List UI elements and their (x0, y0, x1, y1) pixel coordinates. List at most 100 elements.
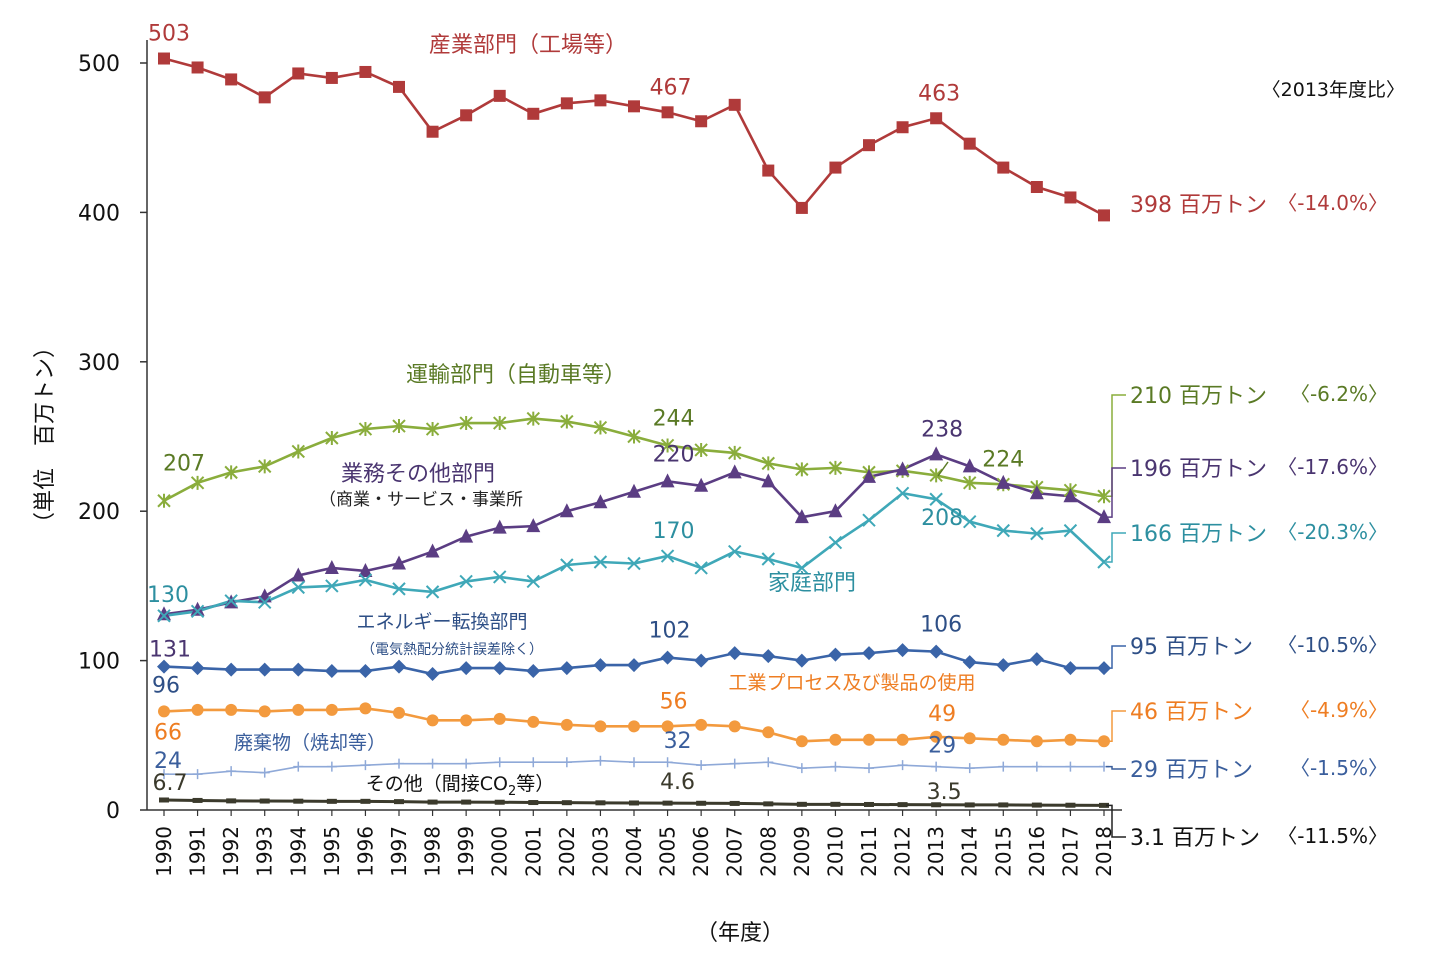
data-point (492, 661, 507, 676)
data-point (326, 761, 337, 772)
data-point (694, 653, 709, 668)
series-name-energy: エネルギー転換部門 (356, 611, 527, 633)
data-point (997, 161, 1010, 174)
data-point (729, 758, 740, 769)
data-point (192, 797, 203, 803)
x-tick-label: 1999 (454, 826, 478, 877)
x-tick-label: 2012 (891, 826, 915, 877)
data-point (862, 468, 876, 483)
data-point (157, 609, 171, 623)
data-point (1097, 509, 1111, 524)
data-point (1065, 761, 1076, 772)
data-point (930, 730, 943, 743)
leader-line-waste (1106, 765, 1126, 770)
data-point (157, 659, 171, 674)
x-tick-label: 2010 (823, 826, 847, 877)
data-point (392, 419, 406, 434)
data-point (1029, 652, 1044, 667)
y-tick-label: 100 (78, 650, 120, 675)
leader-line-energy (1106, 645, 1126, 669)
data-point (425, 667, 440, 682)
data-point (191, 61, 204, 74)
data-point (828, 535, 843, 550)
data-point (1099, 802, 1109, 808)
data-point (660, 473, 675, 488)
data-label: 96 (152, 674, 180, 699)
data-point (762, 164, 775, 177)
data-label: 220 (653, 442, 695, 467)
data-point (996, 474, 1011, 489)
x-tick-label: 1996 (353, 826, 377, 877)
leader-line-process (1106, 710, 1126, 743)
data-point (794, 653, 809, 668)
data-point (459, 416, 473, 431)
data-point (696, 760, 707, 771)
data-label: 66 (154, 720, 182, 745)
data-point (425, 422, 440, 437)
data-point (1030, 735, 1043, 748)
data-label: 24 (154, 749, 182, 774)
data-point (863, 733, 875, 746)
data-point (661, 720, 674, 733)
data-label: 238 (921, 417, 963, 442)
series-subname-commercial: （商業・サービス・事業所 (319, 490, 523, 510)
data-point (595, 755, 606, 766)
data-label: 244 (653, 406, 695, 431)
data-point (728, 98, 741, 111)
data-point (226, 766, 237, 777)
data-point (192, 769, 203, 780)
data-label: 4.6 (660, 770, 695, 795)
y-tick-label: 400 (78, 201, 120, 226)
x-tick-label: 2013 (924, 826, 948, 877)
data-label: 3.5 (927, 780, 962, 805)
data-point (358, 562, 373, 577)
data-point (1064, 733, 1077, 746)
data-point (190, 604, 205, 619)
x-tick-label: 1998 (421, 826, 445, 877)
data-point (226, 798, 237, 804)
data-point (963, 732, 976, 745)
end-value-energy: 95 百万トン (1130, 635, 1253, 660)
data-point (627, 483, 641, 498)
data-point (528, 800, 539, 806)
data-point (494, 799, 505, 805)
data-point (929, 468, 943, 483)
data-point (1063, 523, 1078, 538)
data-point (728, 544, 742, 559)
x-tick-label: 2017 (1058, 826, 1082, 877)
data-point (292, 67, 305, 80)
data-point (964, 802, 975, 808)
data-label: 224 (982, 447, 1024, 472)
data-point (794, 509, 809, 524)
data-point (190, 601, 205, 616)
x-tick-label: 1997 (387, 826, 411, 877)
series-name-household: 家庭部門 (768, 571, 856, 596)
data-point (728, 445, 742, 460)
data-point (225, 703, 238, 716)
data-point (1098, 209, 1110, 222)
data-point (962, 655, 977, 670)
data-point (427, 799, 438, 805)
data-point (528, 757, 539, 768)
end-ratio-other: 〈-11.5%〉 (1277, 824, 1388, 848)
data-point (761, 552, 775, 566)
data-point (1030, 526, 1044, 541)
end-value-commercial: 196 百万トン (1130, 457, 1267, 482)
data-point (293, 761, 304, 772)
data-point (1097, 661, 1111, 676)
data-point (358, 664, 373, 679)
end-ratio-industry: 〈-14.0%〉 (1277, 191, 1388, 215)
data-point (1097, 555, 1111, 569)
x-tick-label: 2016 (1025, 826, 1049, 877)
data-point (560, 558, 574, 572)
data-point (291, 662, 306, 677)
data-point (494, 757, 505, 768)
data-point (392, 582, 406, 596)
data-point (661, 106, 674, 119)
data-point (628, 720, 640, 733)
data-point (627, 556, 641, 571)
data-point (359, 65, 372, 78)
x-tick-label: 2011 (857, 826, 881, 877)
data-point (493, 89, 506, 102)
